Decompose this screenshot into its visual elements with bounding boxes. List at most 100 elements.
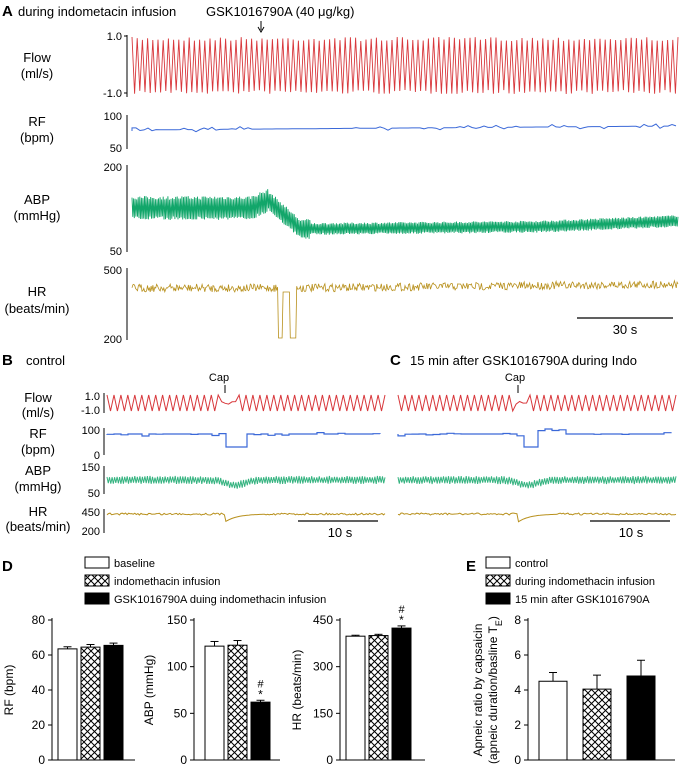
b-flow-unit: (ml/s) — [22, 405, 55, 420]
b-scalebar-label: 10 s — [328, 525, 353, 540]
y-tick-label: 80 — [32, 613, 46, 627]
bar-abp-0 — [204, 645, 225, 761]
d-legend-swatch-baseline — [84, 556, 110, 569]
bar-rf-0 — [57, 648, 78, 761]
y-tick-label: 6 — [514, 648, 521, 662]
a-hr-ymax: 500 — [104, 265, 122, 277]
a-hr-trace — [131, 279, 679, 339]
d-legend-label-baseline: baseline — [114, 558, 155, 570]
panel-b-title: control — [26, 353, 65, 368]
c-rf-trace — [397, 428, 672, 448]
y-tick-label: 0 — [180, 753, 187, 767]
a-abp-trace — [131, 189, 679, 239]
bar-hr-1 — [368, 635, 389, 761]
chart-rf: 0 20 40 60 80 RF (bpm) — [2, 613, 135, 767]
b-abp-ymax: 150 — [82, 462, 100, 474]
bar-abp-2 — [250, 701, 271, 761]
e-legend-swatch-gsk — [485, 592, 511, 605]
sig-marker-star: * — [258, 687, 263, 701]
panel-c-letter: C — [390, 352, 401, 369]
a-hr-ymin: 200 — [104, 334, 122, 346]
panel-a-letter: A — [2, 3, 13, 20]
b-hr-ymin: 200 — [82, 526, 100, 538]
e-legend-label-indo: during indomethacin infusion — [515, 576, 655, 588]
b-flow-ymax: 1.0 — [85, 391, 100, 403]
d-legend-label-gsk: GSK1016790A duing indomethacin infusion — [114, 594, 326, 606]
bar-hr-0 — [345, 635, 366, 761]
b-hr-ymax: 450 — [82, 507, 100, 519]
a-rf-trace — [131, 123, 677, 133]
b-rf-ymin: 0 — [94, 450, 100, 462]
b-abp-trace — [106, 475, 386, 489]
y-tick-label: 60 — [32, 648, 46, 662]
e-legend-label-gsk: 15 min after GSK1016790A — [515, 594, 650, 606]
y-tick-label: 50 — [174, 706, 188, 720]
bar-apnea-1 — [582, 688, 612, 761]
y-axis-label-2: (apneic duration/basline TE) — [486, 616, 504, 764]
panel-d: D baseline indomethacin infusion GSK1016… — [2, 556, 425, 767]
b-rf-ymax: 100 — [82, 425, 100, 437]
bar-rf-1 — [80, 646, 101, 761]
e-legend: control during indomethacin infusion 15 … — [485, 556, 655, 606]
y-tick-label: 450 — [313, 613, 333, 627]
y-tick-label: 20 — [32, 718, 46, 732]
panel-c: C 15 min after GSK1016790A during Indo C… — [390, 352, 677, 540]
panel-e: E control during indomethacin infusion 1… — [466, 556, 675, 767]
panel-a-title: during indometacin infusion — [18, 4, 176, 19]
bar-apnea-0 — [538, 680, 568, 761]
panel-c-title: 15 min after GSK1016790A during Indo — [410, 353, 637, 368]
sig-marker-hash: # — [257, 678, 264, 690]
d-legend: baseline indomethacin infusion GSK101679… — [84, 556, 326, 606]
chart-apnea: 0 2 4 6 8 Apneic ratio by capsaicin (apneic du… — [471, 613, 675, 767]
y-tick-label: 2 — [514, 718, 521, 732]
bar-rf-2 — [103, 644, 124, 761]
a-rf-label: RF — [28, 114, 45, 129]
b-hr-unit: (beats/min) — [5, 519, 70, 534]
panel-b: B control Cap Flow (ml/s) 1.0 -1.0 RF (b… — [2, 352, 386, 540]
c-flow-trace — [397, 393, 677, 413]
a-flow-trace — [131, 36, 679, 95]
a-rf-ymin: 50 — [110, 143, 122, 155]
a-hr-label: HR — [28, 284, 47, 299]
b-hr-label: HR — [29, 504, 48, 519]
y-axis-label: Apneic ratio by capsaicin — [471, 624, 485, 757]
y-tick-label: 8 — [514, 613, 521, 627]
chart-abp: 0 50 100 150 ABP (mmHg) #* — [142, 613, 280, 767]
y-tick-label: 100 — [167, 660, 187, 674]
y-axis-label: ABP (mmHg) — [142, 655, 156, 725]
b-abp-label: ABP — [25, 463, 51, 478]
drug-annotation: GSK1016790A (40 μg/kg) — [206, 4, 354, 19]
b-flow-ymin: -1.0 — [81, 405, 100, 417]
b-abp-ymin: 50 — [88, 488, 100, 500]
bar-apnea-2 — [626, 675, 656, 761]
panel-b-letter: B — [2, 352, 13, 369]
a-rf-unit: (bpm) — [20, 130, 54, 145]
a-flow-label: Flow — [23, 50, 51, 65]
c-abp-trace — [397, 475, 677, 489]
y-axis-label: HR (beats/min) — [290, 650, 304, 731]
chart-hr: 0 150 300 450 HR (beats/min) #* — [290, 604, 425, 767]
a-abp-unit: (mmHg) — [14, 208, 61, 223]
a-flow-ymin: -1.0 — [103, 88, 122, 100]
y-tick-label: 0 — [38, 753, 45, 767]
b-hr-trace — [106, 512, 386, 523]
b-rf-label: RF — [29, 426, 46, 441]
sig-marker-star: * — [399, 613, 404, 627]
a-hr-unit: (beats/min) — [4, 301, 69, 316]
drug-arrowhead — [257, 26, 265, 33]
a-rf-ymax: 100 — [104, 111, 122, 123]
y-tick-label: 4 — [514, 683, 521, 697]
sig-marker-hash: # — [398, 604, 405, 616]
b-rf-trace — [106, 432, 381, 448]
c-cap-label: Cap — [505, 372, 525, 384]
bar-hr-2 — [391, 627, 412, 761]
a-abp-label: ABP — [24, 192, 50, 207]
b-flow-trace — [106, 393, 386, 412]
y-tick-label: 150 — [313, 706, 333, 720]
b-flow-label: Flow — [24, 390, 52, 405]
y-tick-label: 40 — [32, 683, 46, 697]
panel-e-letter: E — [466, 558, 476, 575]
c-hr-trace — [397, 512, 677, 523]
a-flow-ymax: 1.0 — [107, 31, 122, 43]
